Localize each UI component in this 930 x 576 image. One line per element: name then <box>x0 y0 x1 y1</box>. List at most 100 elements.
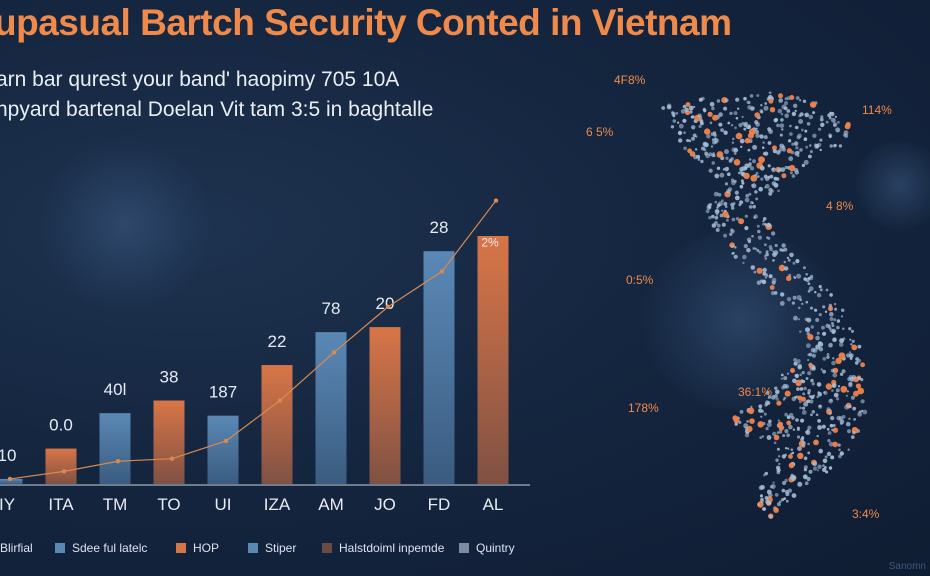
map-dot <box>830 416 835 421</box>
map-dot <box>759 165 765 171</box>
map-hotspot <box>750 174 758 182</box>
map-dot <box>784 429 789 434</box>
legend-item: Halstdoiml inpemde <box>322 541 444 555</box>
map-dot <box>710 132 715 136</box>
map-dot <box>763 135 768 140</box>
map-hotspot <box>733 417 740 424</box>
legend-swatch <box>322 543 332 553</box>
map-dot <box>751 183 755 187</box>
map-dot <box>786 415 791 420</box>
map-dot <box>787 139 792 143</box>
map-dot <box>767 175 771 179</box>
map-dot <box>789 171 793 175</box>
map-dot <box>793 141 799 146</box>
map-dot <box>780 425 785 430</box>
map-dot <box>803 456 808 461</box>
map-dot <box>790 448 794 452</box>
map-dot <box>829 111 832 115</box>
x-tick-label: IY <box>0 495 15 514</box>
map-dot <box>781 104 787 110</box>
map-dot <box>743 123 747 128</box>
map-dot <box>836 415 842 421</box>
map-dot <box>826 407 831 412</box>
map-dot <box>848 404 852 409</box>
map-dot <box>801 406 806 410</box>
map-dot <box>791 451 795 455</box>
map-dot <box>817 142 822 147</box>
map-dot <box>812 466 818 471</box>
map-dot <box>746 431 749 434</box>
map-dot <box>833 144 837 148</box>
trend-line <box>9 200 497 480</box>
map-dot <box>782 480 787 486</box>
map-dot <box>805 430 811 435</box>
map-dot <box>751 183 757 189</box>
map-dot <box>781 128 784 131</box>
map-hotspot <box>766 500 772 506</box>
map-dot <box>787 447 790 450</box>
background-glow-right <box>640 230 840 410</box>
map-dot <box>857 358 862 363</box>
map-dot <box>716 223 721 228</box>
map-dot <box>670 125 675 129</box>
map-hotspot <box>746 425 753 432</box>
map-dot <box>835 127 841 133</box>
map-dot <box>770 189 774 193</box>
map-dot <box>806 122 811 126</box>
map-dot <box>784 97 788 101</box>
map-dot <box>767 127 772 132</box>
map-dot <box>676 121 680 124</box>
map-dot <box>740 171 745 176</box>
bar-al <box>477 236 509 484</box>
map-dot <box>770 96 774 101</box>
map-dot <box>787 165 791 170</box>
map-dot <box>791 174 796 178</box>
map-dot <box>805 430 809 434</box>
map-dot <box>689 110 693 114</box>
map-dot <box>768 91 772 95</box>
background-glow-left <box>40 140 210 310</box>
map-dot <box>750 166 755 171</box>
trend-point <box>493 198 499 203</box>
map-dot <box>768 191 773 196</box>
x-tick-label: AM <box>318 495 344 514</box>
map-dot <box>703 110 706 113</box>
map-dot <box>761 409 765 413</box>
data-label: 0.0 <box>49 416 73 435</box>
map-dot <box>741 172 747 177</box>
map-dot <box>802 474 808 480</box>
legend-item: Sdee ful latelc <box>55 541 147 555</box>
map-dot <box>745 429 750 434</box>
map-dot <box>852 406 857 411</box>
map-hotspot <box>773 507 779 513</box>
map-dot <box>808 395 812 398</box>
map-dot <box>819 138 823 142</box>
map-dot <box>739 200 744 205</box>
map-dot <box>831 360 836 366</box>
map-dot <box>734 422 738 426</box>
map-dot <box>817 425 822 430</box>
map-dot <box>725 156 729 160</box>
map-dot <box>743 96 747 101</box>
map-dot <box>714 173 720 179</box>
map-dot <box>686 139 690 142</box>
map-dot <box>709 101 715 107</box>
map-dot <box>833 123 837 128</box>
map-dot <box>766 501 771 506</box>
map-dot <box>753 216 756 219</box>
map-dot <box>819 117 824 122</box>
map-dot <box>821 424 826 429</box>
legend-swatch <box>248 543 258 553</box>
map-dot <box>769 174 774 179</box>
map-dot <box>746 100 750 105</box>
data-label: 20 <box>376 294 395 313</box>
map-dot <box>849 357 853 360</box>
map-dot <box>768 514 774 519</box>
map-dot <box>762 217 767 221</box>
map-dot <box>771 181 777 186</box>
map-dot <box>774 117 779 122</box>
map-dot <box>708 206 712 209</box>
map-dot <box>712 152 715 155</box>
map-dot <box>834 143 837 147</box>
map-dot <box>777 167 782 172</box>
